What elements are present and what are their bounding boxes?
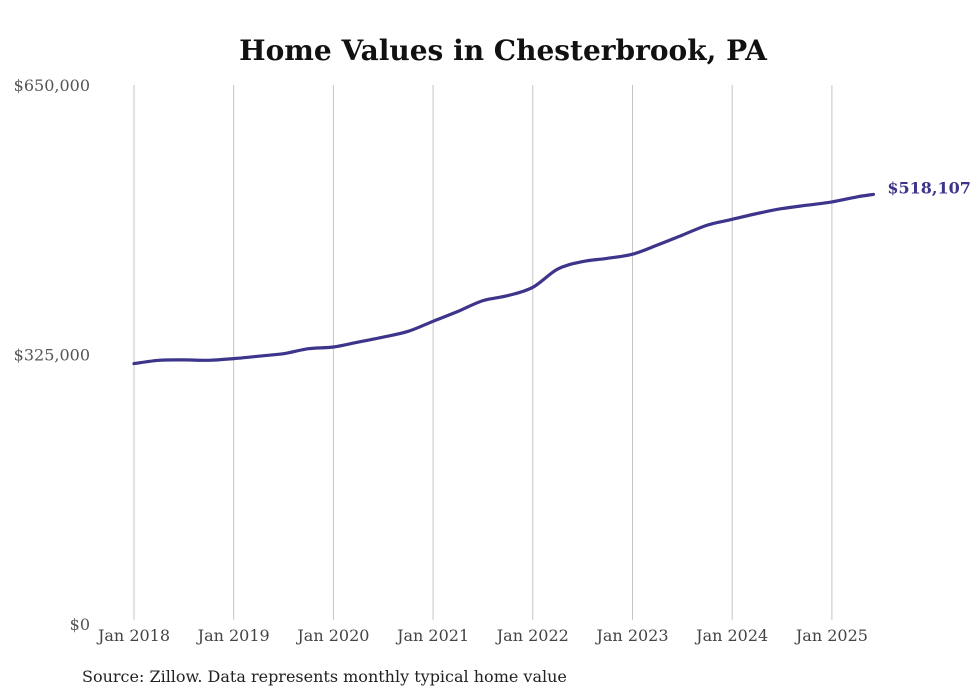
x-tick-label: Jan 2019: [196, 626, 270, 645]
x-tick-label: Jan 2023: [594, 626, 668, 645]
chart-title: Home Values in Chesterbrook, PA: [239, 34, 768, 67]
x-tick-label: Jan 2022: [495, 626, 569, 645]
y-axis-tick-labels: $0 $325,000 $650,000: [14, 76, 90, 634]
source-note: Source: Zillow. Data represents monthly …: [82, 667, 567, 686]
home-value-line: [132, 192, 875, 366]
x-axis-tick-labels: Jan 2018 Jan 2019 Jan 2020 Jan 2021 Jan 2022…: [96, 626, 868, 645]
y-tick-label: $0: [70, 615, 90, 634]
x-tick-label: Jan 2020: [295, 626, 369, 645]
x-tick-label: Jan 2018: [96, 626, 170, 645]
x-tick-label: Jan 2025: [794, 626, 868, 645]
y-tick-label: $325,000: [14, 346, 90, 365]
x-tick-label: Jan 2024: [694, 626, 768, 645]
vertical-gridlines: [133, 85, 833, 620]
y-tick-label: $650,000: [14, 76, 90, 95]
latest-value-label: $518,107: [887, 178, 971, 197]
x-tick-label: Jan 2021: [395, 626, 469, 645]
